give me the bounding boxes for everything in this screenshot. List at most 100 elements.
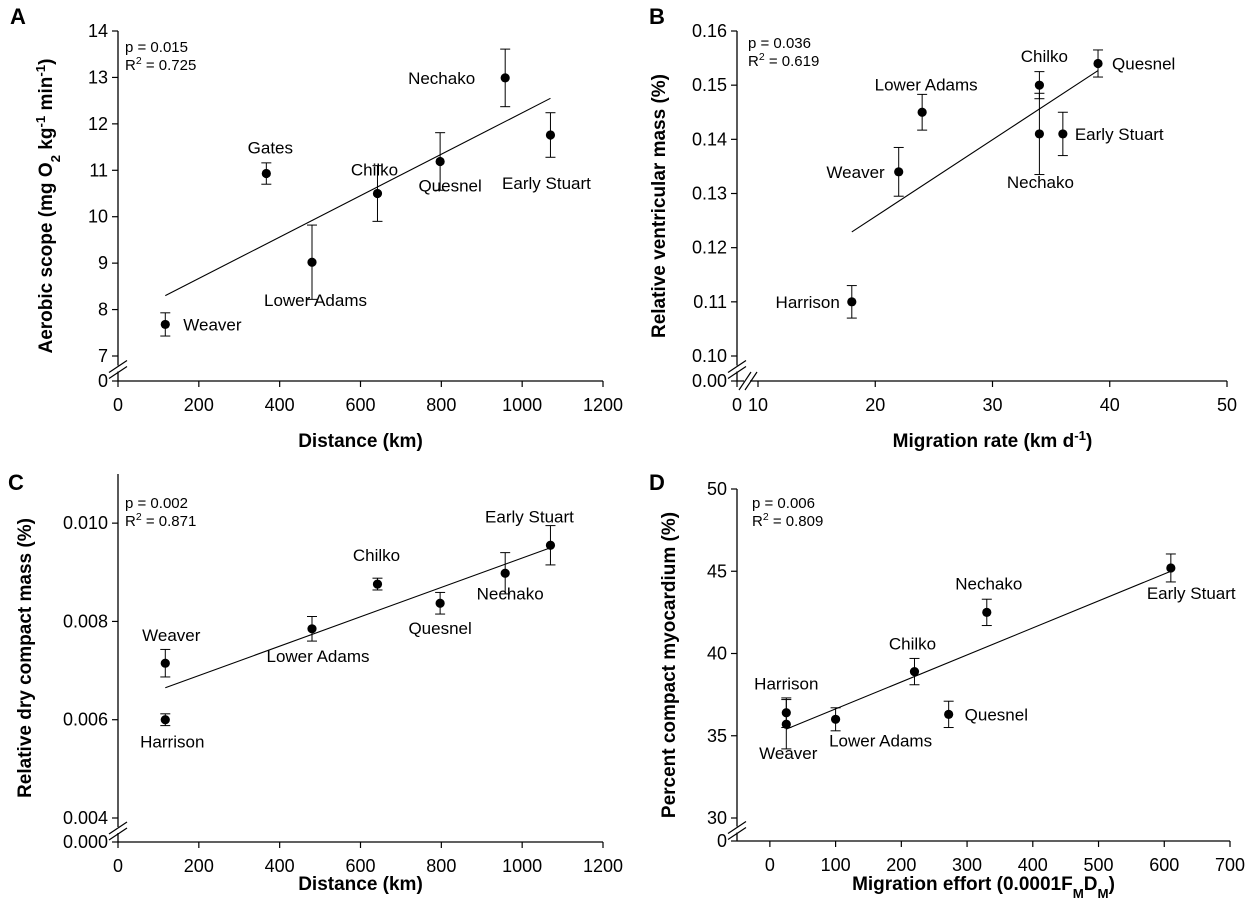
y-axis-title: Relative dry compact mass (%) xyxy=(15,518,36,798)
x-axis-title: Distance (km) xyxy=(298,874,423,895)
y-axis-title: Relative ventricular mass (%) xyxy=(649,74,670,338)
r-squared: R2 = 0.871 xyxy=(125,511,196,530)
point-label: Lower Adams xyxy=(264,291,367,310)
y-tick-label: 40 xyxy=(707,644,727,664)
y-tick-label: 9 xyxy=(98,253,108,273)
point-label: Lower Adams xyxy=(829,731,932,750)
y-axis-break-gap xyxy=(108,365,128,372)
r-squared-part: 2 xyxy=(759,51,765,63)
x-tick-label: 100 xyxy=(821,855,851,875)
x-tick-label: 600 xyxy=(1149,855,1179,875)
y-tick-label: 13 xyxy=(88,67,108,87)
point-label: Weaver xyxy=(826,163,885,182)
x-axis-title-part: ) xyxy=(1086,431,1092,452)
point-label: Quesnel xyxy=(408,619,471,638)
p-value: p = 0.036 xyxy=(748,35,811,52)
y-tick-label: 35 xyxy=(707,726,727,746)
r-squared-part: = 0.619 xyxy=(765,53,820,70)
x-tick-label: 1200 xyxy=(583,395,623,415)
r-squared-part: R xyxy=(752,513,763,530)
r-squared-part: = 0.871 xyxy=(142,513,197,530)
y-tick-label: 0.10 xyxy=(692,346,727,366)
y-break-label: 0.000 xyxy=(63,832,108,852)
x-tick-label: 800 xyxy=(426,395,456,415)
r-squared: R2 = 0.809 xyxy=(752,511,823,530)
x-tick-label: 0 xyxy=(113,856,123,876)
x-axis-title: Migration effort (0.0001FMDM) xyxy=(852,874,1115,901)
point-label: Early Stuart xyxy=(485,507,574,526)
y-axis-break-mark xyxy=(108,366,128,379)
data-point xyxy=(894,167,904,177)
point-label: Chilko xyxy=(1021,47,1068,66)
point-label: Lower Adams xyxy=(267,647,370,666)
y-axis-break-mark xyxy=(727,360,747,373)
r-squared: R2 = 0.725 xyxy=(125,55,196,74)
y-axis-break-gap xyxy=(727,826,747,833)
y-break-label: 0 xyxy=(98,371,108,391)
y-tick-label: 0.006 xyxy=(63,710,108,730)
y-tick-label: 8 xyxy=(98,300,108,320)
data-point xyxy=(545,130,556,140)
data-point xyxy=(1166,563,1176,573)
y-axis-title-part: min xyxy=(36,77,57,116)
x-tick-label: 200 xyxy=(184,395,214,415)
point-label: Nechako xyxy=(1007,173,1074,192)
y-tick-label: 10 xyxy=(88,207,108,227)
x-break-label: 0 xyxy=(732,395,742,415)
data-point xyxy=(1058,129,1068,139)
data-point xyxy=(372,579,383,589)
point-label: Gates xyxy=(248,139,293,158)
x-tick-label: 0 xyxy=(113,395,123,415)
data-point xyxy=(1093,58,1103,69)
y-axis-title-part: -1 xyxy=(33,115,48,127)
data-point xyxy=(160,658,170,668)
y-tick-label: 0.010 xyxy=(63,513,108,533)
data-point xyxy=(500,568,510,578)
y-tick-label: 0.13 xyxy=(692,184,727,204)
data-point xyxy=(944,709,954,719)
x-tick-label: 0 xyxy=(765,855,775,875)
y-tick-label: 0.15 xyxy=(692,75,727,95)
y-tick-label: 45 xyxy=(707,561,727,581)
x-tick-label: 200 xyxy=(886,855,916,875)
panel-a: 7 8 9 10 11 12 13 14 00 200 400 600 800 1000 1200 Weave… xyxy=(10,4,623,452)
point-label: Weaver xyxy=(759,744,818,763)
point-label: Chilko xyxy=(353,546,400,565)
y-axis-break-mark xyxy=(108,360,128,373)
data-point xyxy=(847,297,857,307)
x-tick-label: 400 xyxy=(1018,855,1048,875)
y-axis-title: Aerobic scope (mg O2 kg-1 min-1) xyxy=(33,58,63,353)
x-tick-label: 300 xyxy=(952,855,982,875)
point-label: Nechako xyxy=(408,69,475,88)
x-tick-label: 600 xyxy=(345,856,375,876)
r-squared-part: = 0.809 xyxy=(769,513,824,530)
y-axis-title: Percent compact myocardium (%) xyxy=(659,512,680,818)
r-squared-part: 2 xyxy=(763,511,769,523)
x-tick-label: 400 xyxy=(265,856,295,876)
data-point xyxy=(160,715,170,725)
r-squared-part: R xyxy=(748,53,759,70)
data-point xyxy=(435,598,445,608)
data-point xyxy=(917,107,927,117)
x-axis-title-part: -1 xyxy=(1074,428,1086,443)
point-label: Quesnel xyxy=(965,705,1028,724)
p-value: p = 0.002 xyxy=(125,495,188,512)
x-axis-title-part: ) xyxy=(1109,874,1115,895)
point-label: Early Stuart xyxy=(502,174,591,193)
r-squared: R2 = 0.619 xyxy=(748,51,819,70)
x-tick-label: 800 xyxy=(426,856,456,876)
point-label: Chilko xyxy=(351,161,398,180)
x-tick-label: 50 xyxy=(1217,395,1237,415)
data-point xyxy=(781,719,791,729)
panel-letter: B xyxy=(649,4,665,29)
x-axis-title-part: Migration effort (0.0001F xyxy=(852,874,1073,895)
panel-letter: A xyxy=(10,4,26,29)
x-axis-title: Distance (km) xyxy=(298,431,423,452)
y-tick-label: 14 xyxy=(88,21,108,41)
point-label: Harrison xyxy=(140,733,204,752)
y-axis-break-mark xyxy=(727,821,747,834)
y-axis-break-gap xyxy=(727,365,747,372)
x-tick-label: 700 xyxy=(1215,855,1245,875)
x-tick-label: 40 xyxy=(1100,395,1120,415)
